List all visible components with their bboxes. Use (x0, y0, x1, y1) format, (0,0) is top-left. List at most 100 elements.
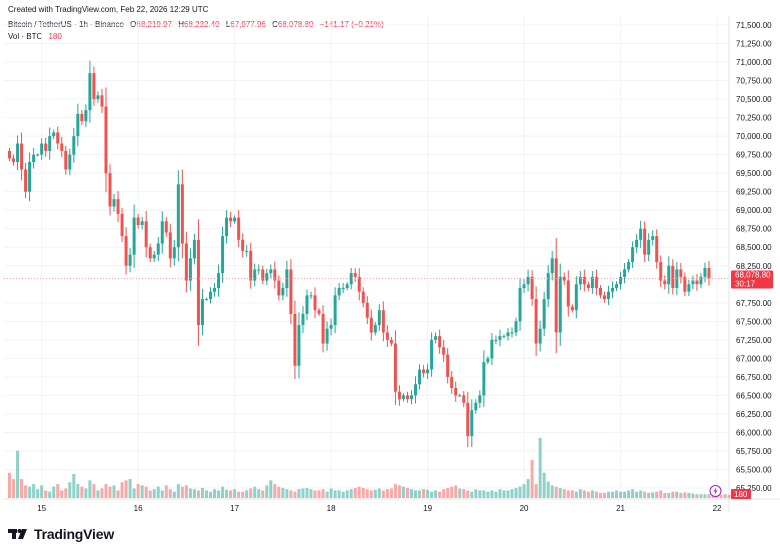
time-tick-label: 19 (423, 504, 432, 513)
candle-body (64, 150, 68, 170)
volume-bar (116, 490, 120, 498)
volume-bar (180, 486, 184, 498)
price-tag-value: 68,078.80 (735, 270, 771, 279)
candle-body (683, 276, 687, 292)
time-tick-label: 16 (134, 504, 143, 513)
volume-bar (558, 487, 562, 498)
candle-body (578, 276, 582, 285)
candle-body (172, 247, 176, 259)
volume-bar (136, 484, 140, 498)
candle-body (405, 395, 409, 400)
candle-body (430, 339, 434, 370)
candle-body (341, 287, 345, 289)
volume-bar (522, 484, 526, 498)
volume-bar (72, 474, 76, 498)
volume-bar (297, 489, 301, 498)
candle-body (72, 136, 76, 155)
candle-body (88, 73, 92, 111)
candle-body (615, 284, 619, 288)
candle-body (12, 158, 16, 163)
grid-lines (4, 16, 780, 512)
candle-body (369, 317, 373, 333)
candle-body (233, 217, 237, 222)
candle-body (546, 273, 550, 300)
candle-body (635, 239, 639, 248)
candle-body (241, 239, 245, 251)
price-tick-label: 65,500.00 (736, 465, 772, 474)
volume-bar (92, 484, 96, 498)
volume-bar (293, 491, 297, 498)
volume-bars (8, 438, 735, 498)
price-tick-label: 67,500.00 (736, 317, 772, 326)
volume-bar (598, 492, 602, 498)
candle-body (317, 310, 321, 314)
candle-body (132, 217, 136, 255)
volume-bar (478, 490, 482, 498)
candle-body (136, 217, 140, 226)
candle-body (32, 154, 36, 163)
candle-body (184, 243, 188, 281)
tradingview-logo[interactable]: TradingView (8, 526, 114, 542)
candle-body (281, 287, 285, 296)
volume-bar (68, 482, 72, 498)
volume-bar (257, 489, 261, 498)
candle-body (345, 284, 349, 288)
volume-bar (438, 491, 442, 498)
volume-bar (526, 479, 530, 498)
volume-bar (707, 494, 711, 498)
candle-body (305, 295, 309, 314)
volume-bar (381, 490, 385, 498)
price-tick-label: 65,250.00 (736, 484, 772, 493)
candle-body (586, 284, 590, 288)
volume-bar (124, 480, 128, 498)
price-tick-label: 71,500.00 (736, 21, 772, 30)
volume-bar (305, 487, 309, 498)
candle-body (333, 295, 337, 326)
volume-bar (723, 494, 727, 498)
candle-body (92, 73, 96, 100)
volume-bar (64, 488, 68, 498)
volume-bar (434, 490, 438, 498)
volume-bar (84, 488, 88, 498)
candle-body (679, 269, 683, 277)
volume-bar (108, 486, 112, 498)
candle-body (24, 169, 28, 192)
volume-bar (450, 486, 454, 498)
volume-bar (225, 489, 229, 498)
candle-body (438, 336, 442, 348)
candle-body (249, 250, 253, 281)
volume-bar (655, 491, 659, 498)
candle-body (213, 287, 217, 292)
candle-body (655, 236, 659, 263)
volume-bar (683, 492, 687, 498)
volume-bar (542, 472, 546, 498)
volume-bar (104, 484, 108, 498)
candle-body (200, 299, 204, 326)
candle-body (80, 113, 84, 122)
candle-body (466, 402, 470, 437)
candle-body (196, 239, 200, 326)
volume-bar (209, 491, 212, 498)
candle-body (582, 276, 586, 285)
volume-bar (602, 492, 606, 498)
price-axis[interactable]: 71,500.00 71,250.00 71,000.00 70,750.00 70,5… (736, 21, 772, 493)
volume-bar (184, 485, 188, 498)
candle-body (245, 250, 249, 252)
candle-body (104, 106, 108, 174)
volume-bar (313, 490, 317, 498)
volume-bar (426, 489, 430, 498)
volume-bar (397, 485, 401, 498)
volume-bar (498, 489, 502, 498)
volume-bar (578, 489, 582, 498)
candle-body (221, 236, 225, 274)
price-tick-label: 66,750.00 (736, 373, 772, 382)
time-axis[interactable]: 15 16 17 18 19 20 21 22 (37, 504, 722, 513)
volume-bar (8, 472, 11, 498)
candle-body (602, 295, 606, 300)
candle-body (623, 269, 627, 277)
volume-bar (16, 450, 20, 498)
candle-body (598, 287, 602, 296)
volume-bar (289, 490, 293, 498)
candle-body (68, 154, 72, 170)
